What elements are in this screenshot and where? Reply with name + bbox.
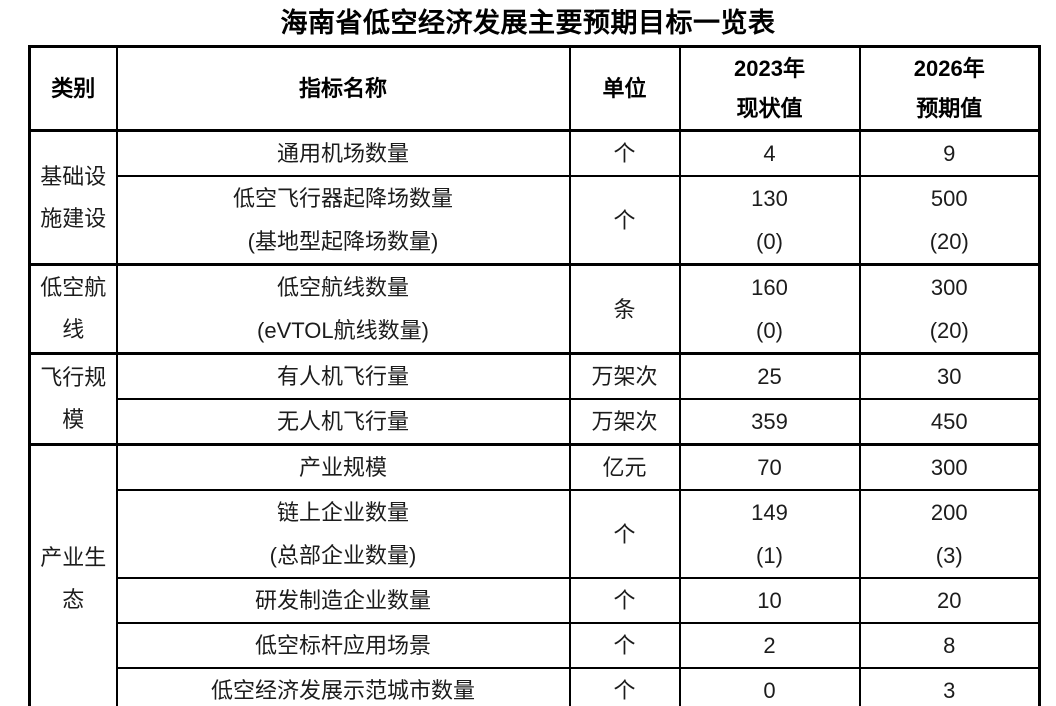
value-2023-cell: 25 bbox=[678, 352, 861, 400]
header-row: 类别 指标名称 单位 2023年 现状值 2026年 预期值 bbox=[28, 45, 1041, 132]
header-cell-2026: 2026年 预期值 bbox=[858, 45, 1041, 132]
unit-cell: 万架次 bbox=[568, 398, 681, 446]
goals-table: 类别 指标名称 单位 2023年 现状值 2026年 预期值 基础设 施建设 通… bbox=[28, 45, 1041, 706]
value-2026-cell: 500 (20) bbox=[858, 175, 1041, 266]
unit-cell: 个 bbox=[568, 622, 681, 669]
header-cell-2023: 2023年 现状值 bbox=[678, 45, 861, 132]
table-row: 基础设 施建设 通用机场数量 个 4 9 bbox=[28, 129, 1041, 266]
value-2026-cell: 9 bbox=[858, 129, 1041, 177]
table-row: 低空经济发展示范城市数量 个 0 3 bbox=[30, 667, 1041, 706]
value-2026-cell: 30 bbox=[858, 352, 1041, 400]
indicator-cell: 研发制造企业数量 bbox=[115, 577, 571, 624]
value-2023-cell: 2 bbox=[678, 622, 861, 669]
value-2023-cell: 160 (0) bbox=[678, 263, 861, 355]
indicator-cell: 有人机飞行量 bbox=[115, 352, 571, 400]
unit-cell: 个 bbox=[568, 577, 681, 624]
value-2023-cell: 0 bbox=[678, 667, 861, 706]
unit-cell: 个 bbox=[568, 129, 681, 177]
value-2023-cell: 10 bbox=[678, 577, 861, 624]
indicator-cell: 低空标杆应用场景 bbox=[115, 622, 571, 669]
table-row: 无人机飞行量 万架次 359 450 bbox=[30, 398, 1041, 446]
value-2026-cell: 300 bbox=[858, 443, 1041, 491]
table-row: 低空飞行器起降场数量 (基地型起降场数量) 个 130 (0) 500 (20) bbox=[30, 175, 1041, 266]
indicator-cell: 低空经济发展示范城市数量 bbox=[115, 667, 571, 706]
category-cell-infrastructure: 基础设 施建设 bbox=[28, 129, 118, 266]
value-2026-cell: 3 bbox=[858, 667, 1041, 706]
page-title: 海南省低空经济发展主要预期目标一览表 bbox=[280, 8, 776, 38]
table-row: 链上企业数量 (总部企业数量) 个 149 (1) 200 (3) bbox=[30, 489, 1041, 579]
indicator-cell: 产业规模 bbox=[115, 443, 571, 491]
header-cell-indicator: 指标名称 bbox=[115, 45, 571, 132]
value-2026-cell: 450 bbox=[858, 398, 1041, 446]
category-cell-routes: 低空航 线 bbox=[28, 263, 118, 355]
category-cell-industry-ecology: 产业生 态 bbox=[28, 443, 118, 706]
table-row: 低空航 线 低空航线数量 (eVTOL航线数量) 条 160 (0) 300 (… bbox=[28, 263, 1041, 355]
header-cell-category: 类别 bbox=[28, 45, 118, 132]
header-cell-unit: 单位 bbox=[568, 45, 681, 132]
value-2023-cell: 130 (0) bbox=[678, 175, 861, 266]
value-2026-cell: 20 bbox=[858, 577, 1041, 624]
indicator-cell: 链上企业数量 (总部企业数量) bbox=[115, 489, 571, 579]
indicator-cell: 通用机场数量 bbox=[115, 129, 571, 177]
value-2023-cell: 70 bbox=[678, 443, 861, 491]
value-2023-cell: 359 bbox=[678, 398, 861, 446]
unit-cell: 个 bbox=[568, 175, 681, 266]
unit-cell: 个 bbox=[568, 667, 681, 706]
value-2023-cell: 149 (1) bbox=[678, 489, 861, 579]
value-2023-cell: 4 bbox=[678, 129, 861, 177]
indicator-cell: 无人机飞行量 bbox=[115, 398, 571, 446]
value-2026-cell: 8 bbox=[858, 622, 1041, 669]
value-2026-cell: 300 (20) bbox=[858, 263, 1041, 355]
table-row: 低空标杆应用场景 个 2 8 bbox=[30, 622, 1041, 669]
unit-cell: 个 bbox=[568, 489, 681, 579]
indicator-cell: 低空航线数量 (eVTOL航线数量) bbox=[115, 263, 571, 355]
unit-cell: 条 bbox=[568, 263, 681, 355]
value-2026-cell: 200 (3) bbox=[858, 489, 1041, 579]
category-cell-flight-scale: 飞行规 模 bbox=[28, 352, 118, 446]
table-row: 产业生 态 产业规模 亿元 70 300 bbox=[28, 443, 1041, 706]
indicator-cell: 低空飞行器起降场数量 (基地型起降场数量) bbox=[115, 175, 571, 266]
unit-cell: 万架次 bbox=[568, 352, 681, 400]
table-row: 飞行规 模 有人机飞行量 万架次 25 30 bbox=[28, 352, 1041, 446]
unit-cell: 亿元 bbox=[568, 443, 681, 491]
table-row: 研发制造企业数量 个 10 20 bbox=[30, 577, 1041, 624]
